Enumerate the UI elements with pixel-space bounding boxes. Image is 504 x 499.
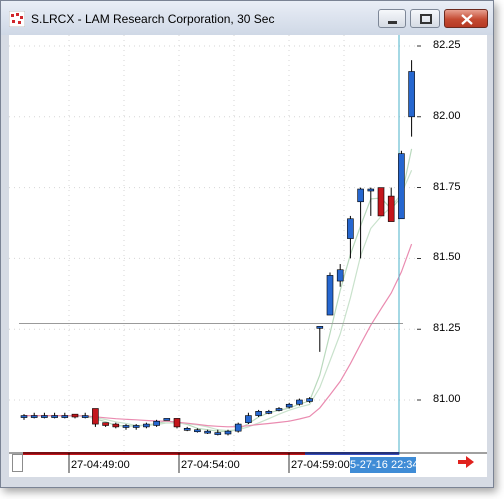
candle-up — [275, 408, 283, 411]
candle-up — [30, 415, 38, 418]
session-bar-blue — [305, 452, 399, 455]
candle-up — [81, 415, 89, 418]
minimize-button[interactable] — [378, 9, 406, 28]
price-axis-tick-label: 82.00 — [433, 109, 461, 122]
chart-window: S.LRCX - LAM Research Corporation, 30 Se… — [0, 0, 494, 488]
candle-up — [51, 415, 58, 418]
minimize-icon — [388, 21, 397, 24]
maximize-button[interactable] — [410, 9, 440, 28]
medium-moving-average-line — [24, 170, 413, 432]
candle-up — [408, 71, 415, 118]
candle-up — [285, 403, 293, 408]
candle-down — [92, 408, 99, 425]
price-axis[interactable] — [417, 35, 487, 453]
candle-down — [173, 418, 181, 428]
title-bar[interactable]: S.LRCX - LAM Research Corporation, 30 Se… — [1, 1, 493, 35]
candle-up — [153, 420, 160, 426]
candle-up — [143, 423, 150, 428]
candle-up — [398, 153, 405, 220]
chart-navigator-box[interactable] — [12, 454, 23, 472]
candle-down — [387, 195, 395, 222]
chart-app-icon — [9, 11, 25, 27]
candlestick-chart — [9, 35, 487, 473]
candle-down — [377, 187, 385, 217]
close-button[interactable] — [444, 9, 488, 28]
price-plot-area[interactable] — [9, 35, 417, 453]
candle-up — [326, 275, 334, 316]
time-axis-tick-label: 27-04:54:00 — [181, 459, 240, 471]
scroll-right-arrow-icon[interactable] — [458, 456, 474, 468]
candle-up — [122, 425, 130, 428]
candle-up — [183, 428, 191, 431]
candle-down — [71, 413, 79, 418]
candle-up — [163, 418, 171, 421]
candle-up — [347, 218, 354, 239]
candle-up — [265, 411, 273, 414]
candle-up — [214, 432, 222, 435]
candle-up — [316, 326, 324, 329]
fast-moving-average-line — [24, 148, 413, 433]
price-axis-tick-label: 81.00 — [433, 393, 461, 405]
candle-up — [20, 415, 28, 418]
candle-up — [41, 415, 48, 418]
candle-up — [61, 415, 69, 418]
session-bar-red — [23, 452, 305, 455]
candle-up — [296, 399, 303, 405]
candle-down — [112, 423, 120, 428]
candle-up — [336, 269, 344, 282]
candle-up — [194, 429, 201, 433]
crosshair-time-label: 5-27-16 22:34:00 — [350, 457, 434, 473]
candle-up — [367, 188, 375, 192]
maximize-icon — [420, 14, 432, 24]
window-title: S.LRCX - LAM Research Corporation, 30 Se… — [31, 12, 275, 26]
price-axis-tick-label: 81.50 — [433, 251, 461, 264]
time-axis-tick-label: 27-04:59:00 — [291, 459, 350, 471]
candle-up — [357, 188, 364, 203]
close-icon — [461, 14, 473, 25]
candle-up — [224, 430, 232, 435]
time-axis-tick-label: 27-04:49:00 — [71, 459, 130, 471]
candle-up — [234, 423, 242, 432]
candle-up — [245, 415, 252, 423]
candle-up — [132, 425, 140, 428]
candle-up — [204, 430, 211, 434]
candle-down — [102, 422, 109, 426]
candle-up — [255, 411, 262, 416]
price-axis-tick-label: 81.25 — [433, 322, 461, 335]
slow-moving-average-line — [24, 243, 413, 428]
price-axis-tick-label: 82.25 — [433, 39, 461, 51]
price-axis-tick-label: 81.75 — [433, 180, 461, 193]
candle-up — [306, 398, 313, 402]
